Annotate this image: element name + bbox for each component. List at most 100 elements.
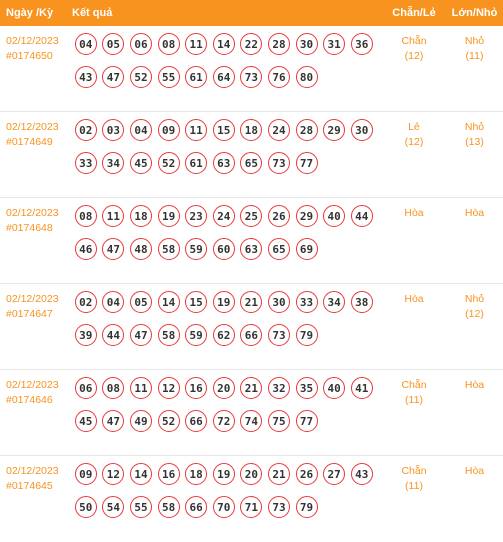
draw-id: #0174648	[6, 222, 53, 234]
result-ball: 26	[295, 463, 318, 485]
result-ball: 34	[102, 152, 125, 174]
result-ball: 04	[102, 291, 125, 313]
result-ball: 14	[129, 463, 152, 485]
draw-id: #0174646	[6, 394, 53, 406]
result-ball: 09	[74, 463, 97, 485]
result-ball: 25	[240, 205, 263, 227]
result-ball: 44	[102, 324, 125, 346]
lon-nho-value: Hòa	[464, 379, 485, 391]
table-row: 02/12/2023 #0174647 02 04 05 14 15 19 21 30 33 34…	[0, 284, 503, 370]
result-ball: 33	[74, 152, 97, 174]
result-ball: 14	[157, 291, 180, 313]
chan-le-count: (11)	[405, 394, 423, 406]
result-ball: 24	[212, 205, 235, 227]
result-ball: 66	[185, 410, 208, 432]
result-balls: 04 05 06 08 11 14 22 28 30 31 36 43 47 52 55 61 64 73 76 80	[72, 26, 382, 111]
result-ball: 73	[267, 152, 290, 174]
chan-le-value: Chẵn	[401, 379, 427, 391]
result-ball: 11	[185, 33, 208, 55]
lon-nho-value: Nhỏ	[464, 293, 485, 305]
result-ball: 16	[185, 377, 208, 399]
result-ball: 59	[185, 324, 208, 346]
chan-le-cell: Chẵn (11)	[382, 370, 446, 455]
table-row: 02/12/2023 #0174646 06 08 11 12 16 20 21 32 35 40…	[0, 370, 503, 456]
result-ball: 02	[74, 291, 97, 313]
result-ball: 11	[185, 119, 208, 141]
result-ball: 45	[74, 410, 97, 432]
result-ball: 47	[102, 238, 125, 260]
result-ball: 60	[212, 238, 235, 260]
draw-date: 02/12/2023	[6, 293, 59, 305]
draw-info: 02/12/2023 #0174648	[0, 198, 72, 283]
result-ball: 40	[323, 205, 346, 227]
result-ball: 06	[129, 33, 152, 55]
result-ball: 71	[240, 496, 263, 518]
chan-le-value: Hòa	[404, 207, 424, 219]
results-table: 02/12/2023 #0174650 04 05 06 08 11 14 22 28 30 31…	[0, 26, 503, 542]
chan-le-count: (12)	[404, 136, 424, 148]
header-result: Kết quả	[72, 7, 113, 19]
chan-le-count: (11)	[405, 480, 423, 492]
result-ball: 47	[102, 410, 125, 432]
chan-le-cell: Hòa	[382, 284, 446, 369]
draw-date: 02/12/2023	[6, 121, 59, 133]
result-balls: 09 12 14 16 18 19 20 21 26 27 43 50 54 55 58 66 70 71 73 79	[72, 456, 382, 542]
result-ball: 77	[295, 410, 318, 432]
result-ball: 58	[157, 324, 180, 346]
lon-nho-value: Hòa	[464, 207, 485, 219]
chan-le-value: Lẻ	[408, 121, 420, 133]
lon-nho-value: Nhỏ	[464, 35, 485, 47]
result-balls: 02 04 05 14 15 19 21 30 33 34 38 39 44 47 58 59 62 66 73 79	[72, 284, 382, 369]
table-row: 02/12/2023 #0174645 09 12 14 16 18 19 20 21 26 27…	[0, 456, 503, 542]
table-header: Ngày /Kỳ Kết quả Chẵn/Lẻ Lớn/Nhỏ	[0, 0, 503, 26]
result-ball: 73	[267, 324, 290, 346]
result-ball: 40	[323, 377, 346, 399]
result-ball: 52	[129, 66, 152, 88]
result-ball: 54	[102, 496, 125, 518]
result-ball: 55	[129, 496, 152, 518]
result-ball: 52	[157, 410, 180, 432]
result-ball: 08	[102, 377, 125, 399]
result-ball: 33	[295, 291, 318, 313]
result-ball: 09	[157, 119, 180, 141]
result-balls: 06 08 11 12 16 20 21 32 35 40 41 45 47 49 52 66 72 74 75 77	[72, 370, 382, 455]
result-ball: 32	[267, 377, 290, 399]
draw-date: 02/12/2023	[6, 207, 59, 219]
result-ball: 31	[323, 33, 346, 55]
result-ball: 15	[185, 291, 208, 313]
chan-le-value: Chẵn	[401, 465, 427, 477]
result-ball: 58	[157, 496, 180, 518]
result-ball: 21	[240, 291, 263, 313]
result-ball: 22	[240, 33, 263, 55]
lon-nho-value: Nhỏ	[464, 121, 485, 133]
result-ball: 12	[157, 377, 180, 399]
result-ball: 79	[295, 496, 318, 518]
result-ball: 04	[129, 119, 152, 141]
result-ball: 26	[267, 205, 290, 227]
chan-le-count: (12)	[404, 50, 424, 62]
result-ball: 19	[212, 291, 235, 313]
draw-id: #0174650	[6, 50, 53, 62]
header-lon-nho: Lớn/Nhỏ	[451, 7, 498, 19]
draw-info: 02/12/2023 #0174650	[0, 26, 72, 111]
result-ball: 64	[212, 66, 235, 88]
result-ball: 65	[267, 238, 290, 260]
result-ball: 05	[129, 291, 152, 313]
chan-le-cell: Chẵn (12)	[382, 26, 446, 111]
result-ball: 47	[129, 324, 152, 346]
result-ball: 20	[240, 463, 263, 485]
draw-id: #0174645	[6, 480, 53, 492]
result-ball: 49	[129, 410, 152, 432]
result-ball: 11	[129, 377, 152, 399]
result-ball: 75	[267, 410, 290, 432]
result-ball: 14	[212, 33, 235, 55]
result-ball: 50	[74, 496, 97, 518]
result-ball: 72	[212, 410, 235, 432]
result-ball: 19	[212, 463, 235, 485]
draw-info: 02/12/2023 #0174646	[0, 370, 72, 455]
result-ball: 08	[157, 33, 180, 55]
result-ball: 55	[157, 66, 180, 88]
lon-nho-count: (13)	[465, 136, 484, 148]
result-ball: 73	[267, 496, 290, 518]
result-ball: 66	[240, 324, 263, 346]
